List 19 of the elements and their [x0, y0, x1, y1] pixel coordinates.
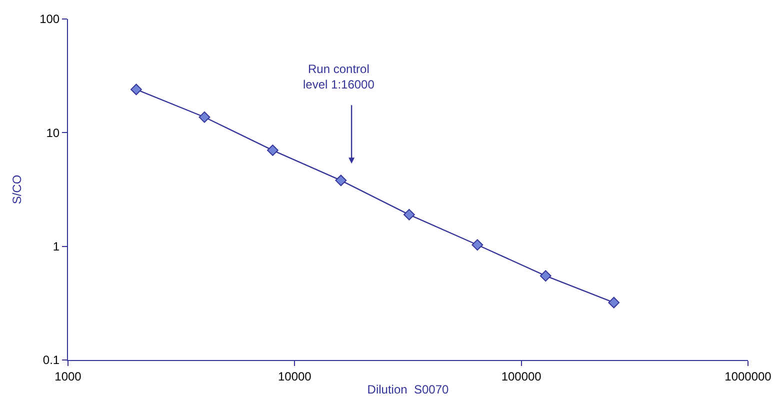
point	[267, 144, 278, 156]
x-tick-label: 100000	[501, 369, 542, 384]
y-tick-label: 0.1	[42, 353, 60, 368]
x-tick-label: 10000	[278, 369, 312, 384]
point	[540, 270, 552, 282]
annotation: Run control level 1:16000	[303, 62, 375, 92]
point	[472, 239, 484, 251]
y-tick-label: 100	[40, 12, 60, 26]
x-tick-label: 1000000	[724, 369, 772, 384]
y-tick-label: 1	[52, 240, 60, 254]
x-tick-label: 1000	[54, 369, 82, 384]
point	[335, 174, 347, 186]
point	[403, 208, 415, 220]
y-axis-title: S/CO	[10, 174, 24, 204]
y-tick-label: 10	[46, 126, 60, 140]
point	[198, 111, 210, 123]
x-axis-title: Dilution S0070	[367, 382, 450, 396]
point	[130, 84, 142, 96]
point	[608, 296, 620, 308]
